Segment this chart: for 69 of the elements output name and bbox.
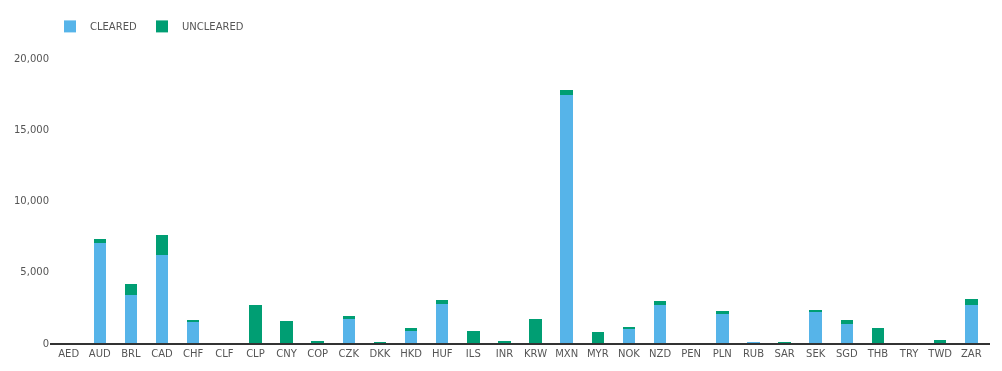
y-tick-label: 0 (42, 337, 49, 349)
bar (809, 311, 822, 343)
x-tick-label: AUD (88, 348, 112, 359)
bar (435, 300, 449, 304)
bar (560, 90, 573, 96)
y-tick-label: 10,000 (14, 195, 49, 206)
x-tick-label: DKK (369, 348, 391, 359)
bar (871, 328, 885, 343)
x-tick-label: AED (58, 348, 80, 359)
bar (809, 309, 822, 312)
bar (591, 331, 605, 343)
bar (124, 283, 138, 295)
bar (965, 298, 978, 306)
bar (93, 243, 107, 343)
bar (404, 330, 418, 343)
x-tick-label: CLP (246, 348, 265, 359)
legend-label: UNCLEARED (181, 21, 244, 33)
x-tick-label: ILS (465, 348, 481, 359)
x-tick-label: CNY (276, 348, 298, 359)
bar (280, 321, 293, 343)
y-tick-label: 20,000 (14, 52, 49, 64)
x-tick-label: CZK (338, 348, 360, 359)
y-tick-label: 15,000 (14, 123, 49, 135)
bar (560, 95, 573, 343)
y-tick-label: 5,000 (20, 266, 49, 278)
x-tick-label: PEN (681, 348, 702, 359)
x-tick-label: ZAR (961, 348, 982, 359)
x-tick-label: MYR (586, 348, 609, 359)
bar (93, 238, 107, 244)
x-tick-label: SAR (774, 348, 795, 359)
bar (249, 305, 262, 343)
bar (965, 305, 978, 343)
bar (653, 305, 667, 343)
bar (716, 311, 729, 315)
bar (342, 318, 356, 343)
bar (186, 321, 200, 343)
x-tick-label: INR (495, 348, 514, 359)
x-tick-label: BRL (121, 348, 142, 359)
x-tick-label: SGD (835, 348, 859, 359)
bar (653, 301, 667, 306)
x-tick-label: KRW (524, 348, 548, 359)
x-tick-label: NOK (617, 348, 641, 359)
x-tick-label: HKD (400, 348, 423, 359)
bar (124, 294, 138, 343)
bar (467, 330, 480, 343)
bar (435, 303, 449, 343)
x-tick-label: HUF (431, 348, 453, 359)
x-tick-label: RUB (742, 348, 765, 359)
bar (840, 323, 854, 343)
x-tick-label: SEK (806, 348, 826, 359)
x-tick-label: TRY (898, 348, 920, 359)
bar (155, 235, 169, 255)
x-tick-label: NZD (649, 348, 672, 359)
x-tick-label: CHF (183, 348, 204, 359)
bar (155, 254, 169, 343)
x-tick-label: MXN (555, 348, 579, 359)
bar (404, 328, 418, 331)
bar (622, 328, 636, 343)
bar (840, 320, 854, 324)
legend-label: CLEARED (90, 21, 137, 33)
bar (529, 319, 542, 343)
x-tick-label: CLF (215, 348, 234, 359)
x-tick-label: COP (307, 348, 329, 359)
x-tick-label: CAD (151, 348, 174, 359)
x-tick-label: THB (866, 348, 889, 359)
bar (342, 316, 356, 319)
x-tick-label: PLN (712, 348, 732, 359)
bar (716, 314, 729, 343)
x-tick-label: TWD (927, 348, 953, 359)
